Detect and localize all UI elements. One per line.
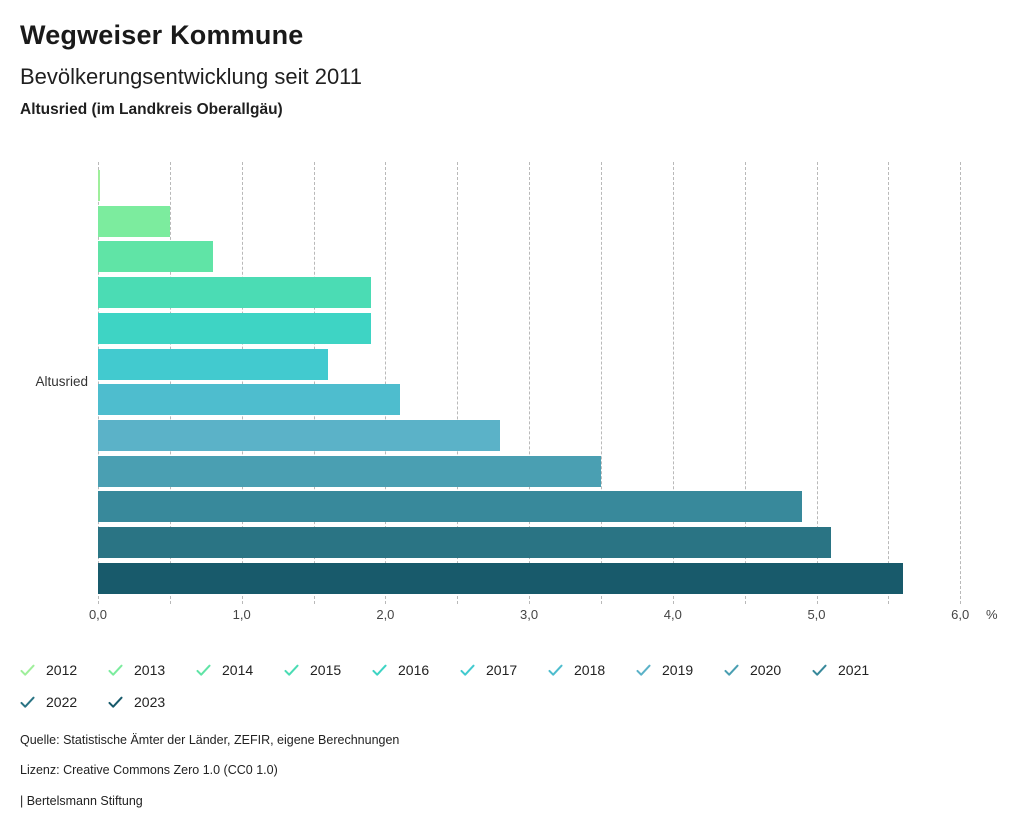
legend-year-label: 2013 — [134, 662, 166, 678]
legend-year-label: 2016 — [398, 662, 430, 678]
bar-2017[interactable] — [98, 348, 328, 380]
gridline — [98, 162, 99, 604]
legend-item-2015[interactable]: 2015 — [284, 659, 372, 681]
legend-item-2014[interactable]: 2014 — [196, 659, 284, 681]
x-tick-label: 6,0 — [951, 607, 970, 622]
legend-year-label: 2012 — [46, 662, 78, 678]
gridline — [600, 162, 602, 604]
legend-year-label: 2018 — [574, 662, 606, 678]
check-icon — [20, 664, 35, 676]
legend-item-2021[interactable]: 2021 — [812, 659, 900, 681]
bar-2012[interactable] — [98, 170, 100, 201]
check-icon — [20, 696, 35, 708]
gridline — [960, 162, 962, 604]
legend-item-2016[interactable]: 2016 — [372, 659, 460, 681]
chart-region-subtitle: Altusried (im Landkreis Oberallgäu) — [20, 101, 283, 118]
gridline — [457, 162, 459, 604]
legend-item-2020[interactable]: 2020 — [724, 659, 812, 681]
legend-year-label: 2015 — [310, 662, 342, 678]
app-title: Wegweiser Kommune — [20, 20, 304, 50]
brand-attribution-text: | Bertelsmann Stiftung — [20, 794, 143, 808]
legend-item-2022[interactable]: 2022 — [20, 691, 108, 713]
source-text: Quelle: Statistische Ämter der Länder, Z… — [20, 733, 400, 747]
legend-year-label: 2020 — [750, 662, 782, 678]
legend-item-2019[interactable]: 2019 — [636, 659, 724, 681]
check-icon — [724, 664, 739, 676]
bar-2020[interactable] — [98, 455, 601, 487]
legend-year-label: 2019 — [662, 662, 694, 678]
check-icon — [372, 664, 387, 676]
bar-2015[interactable] — [98, 277, 372, 309]
gridline — [313, 162, 315, 604]
y-axis-label: Altusried — [35, 374, 88, 389]
gridline — [385, 162, 387, 604]
check-icon — [812, 664, 827, 676]
legend-year-label: 2022 — [46, 694, 78, 710]
legend: 2012 2013 2014 2015 2016 2017 2018 2019 2020 2021… — [20, 659, 905, 723]
x-tick-label: 5,0 — [807, 607, 826, 622]
bar-2021[interactable] — [98, 491, 803, 523]
bar-2014[interactable] — [98, 241, 213, 273]
gridline — [672, 162, 674, 604]
check-icon — [108, 664, 123, 676]
legend-year-label: 2023 — [134, 694, 166, 710]
check-icon — [284, 664, 299, 676]
bar-2018[interactable] — [98, 384, 400, 416]
x-tick-label: 2,0 — [376, 607, 395, 622]
gridline — [529, 162, 531, 604]
check-icon — [108, 696, 123, 708]
legend-item-2012[interactable]: 2012 — [20, 659, 108, 681]
gridline — [816, 162, 818, 604]
license-text: Lizenz: Creative Commons Zero 1.0 (CC0 1… — [20, 763, 278, 777]
check-icon — [636, 664, 651, 676]
legend-item-2013[interactable]: 2013 — [108, 659, 196, 681]
legend-year-label: 2014 — [222, 662, 254, 678]
gridline — [744, 162, 746, 604]
legend-year-label: 2021 — [838, 662, 870, 678]
legend-item-2023[interactable]: 2023 — [108, 691, 196, 713]
gridline — [169, 162, 171, 604]
check-icon — [196, 664, 211, 676]
bar-2023[interactable] — [98, 562, 903, 594]
legend-item-2017[interactable]: 2017 — [460, 659, 548, 681]
legend-item-2018[interactable]: 2018 — [548, 659, 636, 681]
bar-2013[interactable] — [98, 205, 170, 237]
x-axis-unit-label: % — [986, 607, 998, 622]
bar-2016[interactable] — [98, 312, 372, 344]
bar-2022[interactable] — [98, 527, 831, 558]
chart-title: Bevölkerungsentwicklung seit 2011 — [20, 64, 363, 89]
check-icon — [548, 664, 563, 676]
check-icon — [460, 664, 475, 676]
plot-area: Altusried 0,0 1,0 2,0 3,0 4,0 5,0 6,0 % — [0, 160, 1024, 635]
gridline — [241, 162, 243, 604]
x-tick-label: 3,0 — [520, 607, 539, 622]
bar-2019[interactable] — [98, 419, 501, 451]
x-tick-label: 4,0 — [663, 607, 682, 622]
gridline — [888, 162, 890, 604]
legend-year-label: 2017 — [486, 662, 518, 678]
x-tick-label: 0,0 — [88, 607, 108, 622]
x-tick-label: 1,0 — [232, 607, 251, 622]
